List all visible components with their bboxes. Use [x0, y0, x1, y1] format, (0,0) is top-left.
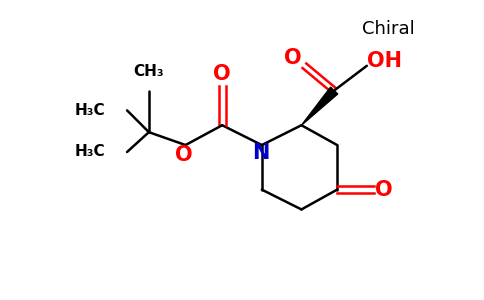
- Text: Chiral: Chiral: [362, 20, 415, 38]
- Polygon shape: [302, 87, 338, 125]
- Text: OH: OH: [367, 51, 402, 71]
- Text: O: O: [213, 64, 231, 84]
- Text: N: N: [252, 143, 270, 163]
- Text: CH₃: CH₃: [134, 64, 164, 79]
- Text: O: O: [375, 180, 393, 200]
- Text: O: O: [284, 48, 302, 68]
- Text: O: O: [175, 145, 192, 165]
- Text: H₃C: H₃C: [75, 103, 106, 118]
- Text: H₃C: H₃C: [75, 145, 106, 160]
